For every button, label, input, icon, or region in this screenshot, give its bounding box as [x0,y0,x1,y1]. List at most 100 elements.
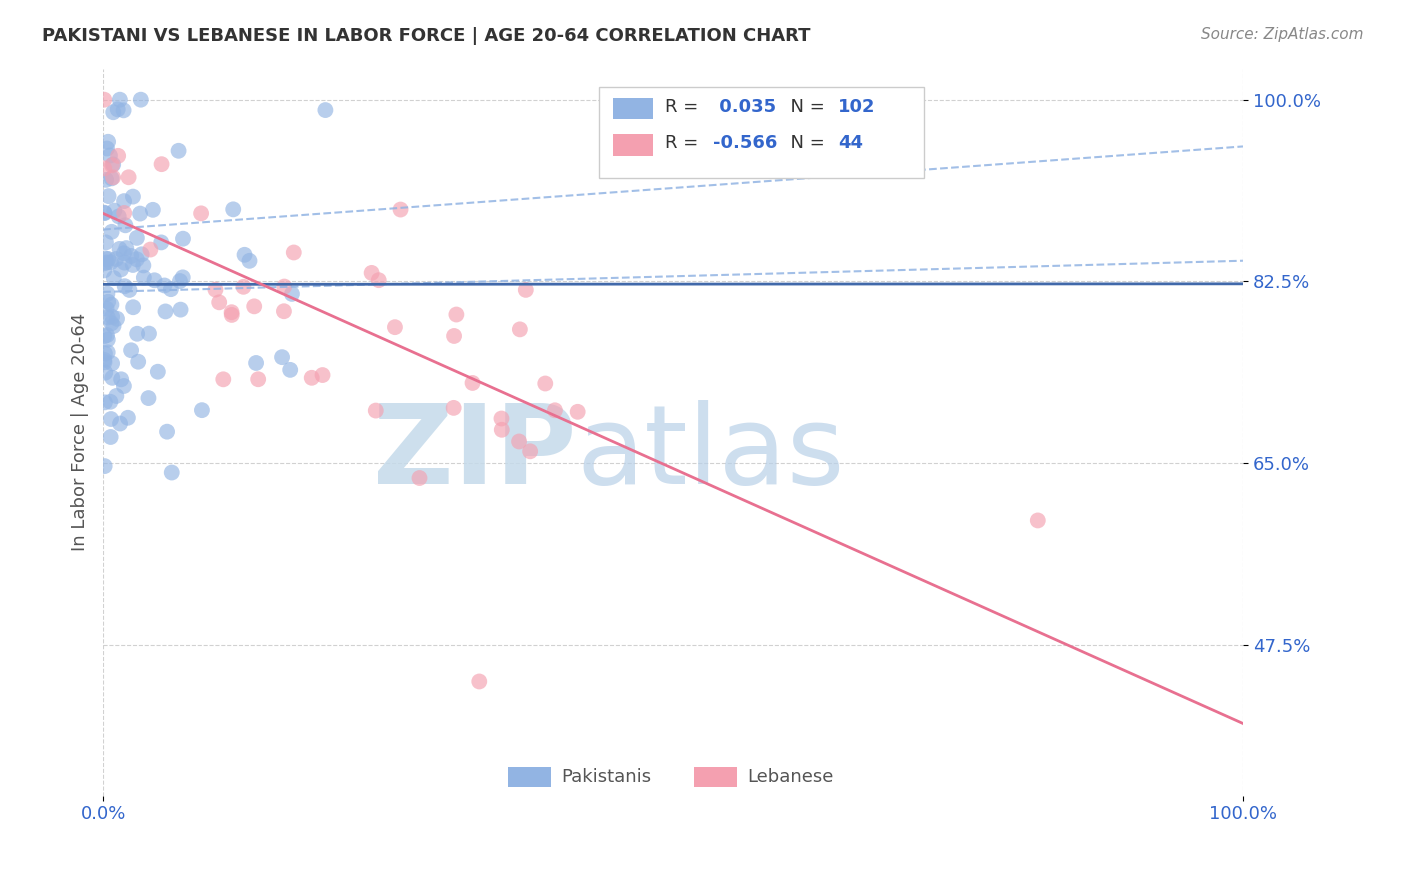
Point [281,286,304,301]
Point [122,189,145,203]
Point [301,371,323,385]
FancyBboxPatch shape [599,87,924,178]
Point [443,329,465,343]
Point [96,255,118,269]
Text: R =: R = [665,98,704,116]
Point [114,279,136,293]
Point [208,295,231,310]
Point [468,674,491,689]
Point [107,103,129,117]
Point [273,304,295,318]
Point [129,206,152,220]
Point [100,298,122,312]
Text: R =: R = [665,135,704,153]
Point [191,403,214,417]
Point [103,157,125,171]
Point [139,243,162,257]
Point [97,135,120,149]
Point [93,355,115,369]
Point [120,249,142,263]
Point [127,326,149,341]
Point [93,353,115,368]
Point [96,301,118,316]
Point [238,253,260,268]
Point [100,430,122,444]
Point [96,286,118,301]
Point [120,343,142,358]
Point [97,189,120,203]
Point [93,263,115,277]
Point [100,171,122,186]
Point [97,345,120,359]
Point [491,411,513,425]
Point [105,311,128,326]
Point [93,206,115,220]
Point [150,235,173,250]
Point [112,194,135,208]
Point [169,302,191,317]
Point [97,252,120,266]
Point [508,434,530,449]
Point [233,248,256,262]
Point [247,372,270,386]
Point [273,279,295,293]
Point [155,304,177,318]
Point [509,322,531,336]
FancyBboxPatch shape [613,97,652,120]
Point [446,308,468,322]
Point [156,425,179,439]
Point [245,356,267,370]
Point [108,417,131,431]
Point [567,405,589,419]
Point [127,354,149,368]
Point [461,376,484,390]
Point [408,471,430,485]
Point [94,366,117,380]
Point [114,219,136,233]
Text: -0.566: -0.566 [713,135,778,153]
Point [93,459,115,474]
Point [146,365,169,379]
Point [94,346,117,360]
Point [190,206,212,220]
Point [150,157,173,171]
Point [115,241,138,255]
Point [105,389,128,403]
Point [314,103,336,117]
Point [122,300,145,314]
Point [443,401,465,415]
Point [94,173,117,187]
Point [491,423,513,437]
Point [142,202,165,217]
Point [101,158,124,172]
Point [100,317,122,331]
Text: Lebanese: Lebanese [747,768,834,786]
Point [534,376,557,391]
Point [108,242,131,256]
Point [98,394,121,409]
Point [110,262,132,277]
Point [96,328,118,343]
Text: 0.035: 0.035 [713,98,776,116]
Text: N =: N = [779,135,831,153]
Point [94,235,117,250]
Point [212,372,235,386]
Point [132,270,155,285]
Point [101,170,124,185]
Point [94,395,117,409]
Point [112,206,135,220]
Point [271,350,294,364]
Point [167,144,190,158]
Text: Pakistanis: Pakistanis [561,768,651,786]
Point [110,372,132,386]
Point [1026,513,1049,527]
Point [160,282,183,296]
Point [278,363,301,377]
Point [117,170,139,185]
Point [103,105,125,120]
Point [221,305,243,319]
Point [112,103,135,118]
Point [384,320,406,334]
Point [132,259,155,273]
Point [153,278,176,293]
